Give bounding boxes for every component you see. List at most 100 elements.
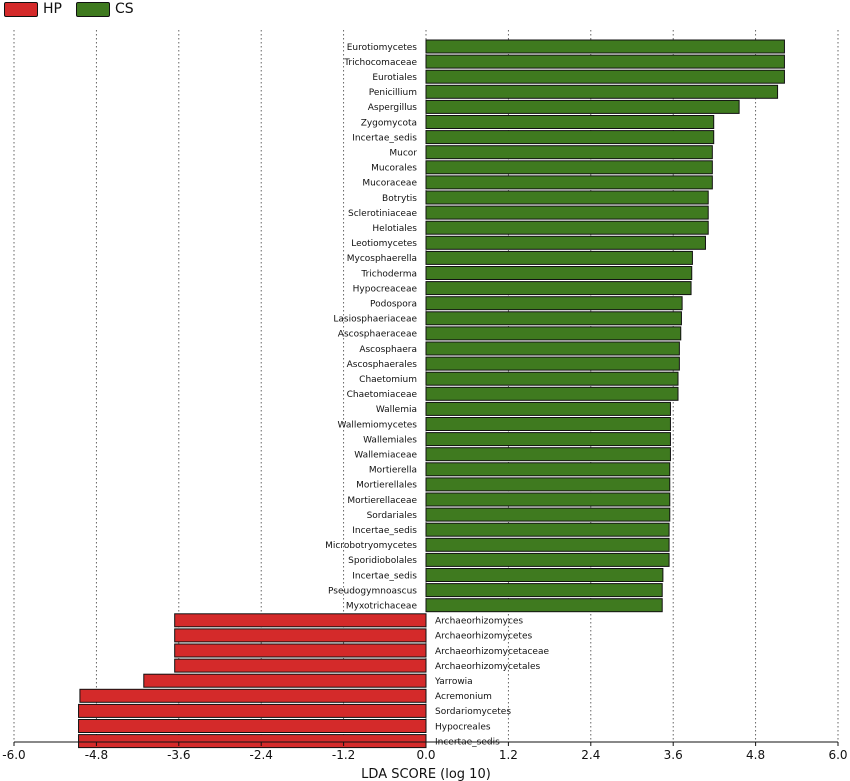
bar-label: Helotiales bbox=[372, 224, 417, 234]
bar-label: Incertae_sedis bbox=[352, 526, 417, 536]
x-tick-label: -1.2 bbox=[332, 748, 355, 762]
bar-label: Aspergillus bbox=[368, 103, 418, 113]
bar-label: Trichocomaceae bbox=[343, 58, 417, 68]
bar bbox=[425, 311, 682, 326]
bar bbox=[143, 673, 427, 688]
x-axis-label: LDA SCORE (log 10) bbox=[361, 767, 491, 781]
x-tick-label: -3.6 bbox=[167, 748, 190, 762]
bar bbox=[425, 492, 671, 507]
bar-label: Mortierella bbox=[369, 466, 417, 476]
x-tick-label: 2.4 bbox=[581, 748, 600, 762]
bar bbox=[425, 235, 706, 250]
bar-label: Hypocreaceae bbox=[353, 284, 418, 294]
bar bbox=[174, 613, 427, 628]
bar-label: Eurotiomycetes bbox=[347, 43, 418, 53]
bar-label: Incertae_sedis bbox=[352, 133, 417, 143]
bar-label: Mycosphaerella bbox=[347, 254, 417, 264]
bar bbox=[174, 628, 427, 643]
legend-swatch-cs bbox=[75, 1, 110, 17]
bar bbox=[78, 703, 427, 718]
bar bbox=[425, 537, 670, 552]
bar-label: Yarrowia bbox=[434, 677, 473, 687]
bar-label: Mucor bbox=[389, 149, 417, 159]
bar bbox=[425, 522, 670, 537]
x-tick-label: 1.2 bbox=[499, 748, 518, 762]
bar-label: Wallemia bbox=[376, 405, 417, 415]
bar bbox=[425, 583, 663, 598]
bar bbox=[425, 552, 670, 567]
bar bbox=[425, 160, 713, 175]
bar-label: Lasiosphaeriaceae bbox=[333, 315, 417, 325]
x-tick-label: 3.6 bbox=[664, 748, 683, 762]
bar-label: Mucoraceae bbox=[362, 179, 417, 189]
bar-label: Trichoderma bbox=[360, 269, 417, 279]
bar-label: Sclerotiniaceae bbox=[348, 209, 417, 219]
bar bbox=[425, 54, 785, 69]
bar-label: Chaetomium bbox=[359, 375, 417, 385]
bar-label: Ascosphaeraceae bbox=[338, 330, 418, 340]
bar bbox=[425, 386, 679, 401]
bar-label: Incertae_sedis bbox=[352, 571, 417, 581]
x-tick-label: -6.0 bbox=[2, 748, 25, 762]
bar-label: Chaetomiaceae bbox=[347, 390, 418, 400]
bar bbox=[425, 220, 709, 235]
bar-label: Podospora bbox=[370, 300, 417, 310]
bar-label: Mucorales bbox=[371, 164, 417, 174]
bar bbox=[425, 175, 713, 190]
bar bbox=[425, 69, 785, 84]
bar-label: Hypocreales bbox=[435, 722, 491, 732]
bar bbox=[425, 190, 709, 205]
x-tick-label: 0.0 bbox=[416, 748, 435, 762]
bar bbox=[425, 266, 693, 280]
bar bbox=[425, 477, 671, 492]
bar bbox=[425, 115, 715, 129]
bar-label: Mortierellales bbox=[356, 481, 417, 491]
bar bbox=[425, 598, 663, 613]
bar bbox=[425, 401, 671, 416]
bar bbox=[425, 296, 683, 311]
bar-label: Microbotryomycetes bbox=[325, 541, 417, 551]
bar-label: Myxotrichaceae bbox=[346, 602, 418, 612]
bar-label: Zygomycota bbox=[361, 118, 417, 128]
bar-label: Archaeorhizomycetales bbox=[435, 662, 541, 672]
bar bbox=[174, 643, 427, 658]
bar-label: Wallemiomycetes bbox=[338, 420, 418, 430]
bar bbox=[425, 447, 671, 462]
bar-label: Leotiomycetes bbox=[351, 239, 417, 249]
bar-label: Mortierellaceae bbox=[347, 496, 417, 506]
legend-item-cs: CS bbox=[75, 1, 134, 17]
bar bbox=[425, 84, 779, 99]
bar bbox=[425, 432, 671, 447]
bar-label: Ascosphaera bbox=[359, 345, 417, 355]
bar-label: Sordariomycetes bbox=[435, 707, 511, 717]
bar bbox=[425, 281, 692, 296]
bar-label: Archaeorhizomycetes bbox=[435, 632, 532, 642]
legend-label-cs: CS bbox=[114, 1, 134, 17]
bar-label: Pseudogymnoascus bbox=[328, 586, 417, 596]
bar-label: Eurotiales bbox=[372, 73, 417, 83]
bar bbox=[79, 688, 427, 703]
legend-label-hp: HP bbox=[43, 1, 62, 17]
bar bbox=[425, 205, 709, 220]
bar bbox=[78, 734, 427, 749]
x-tick-label: -4.8 bbox=[85, 748, 108, 762]
bar-label: Sordariales bbox=[367, 511, 418, 521]
bar bbox=[425, 326, 682, 341]
x-tick-label: -2.4 bbox=[249, 748, 272, 762]
bar-label: Ascosphaerales bbox=[347, 360, 418, 370]
legend-swatch-hp bbox=[4, 1, 38, 17]
bar-label: Wallemiaceae bbox=[354, 451, 417, 461]
bar bbox=[174, 658, 427, 673]
bar bbox=[425, 341, 680, 356]
x-tick-label: 6.0 bbox=[828, 748, 847, 762]
bar bbox=[425, 145, 713, 160]
bar bbox=[78, 719, 427, 733]
bar bbox=[425, 356, 680, 371]
legend-item-hp: HP bbox=[4, 1, 62, 17]
legend: HP CS bbox=[4, 0, 148, 18]
bar bbox=[425, 417, 671, 431]
bar bbox=[425, 130, 715, 145]
bar-label: Acremonium bbox=[435, 692, 492, 702]
x-tick-label: 4.8 bbox=[746, 748, 765, 762]
bar-label: Penicillium bbox=[369, 88, 417, 98]
